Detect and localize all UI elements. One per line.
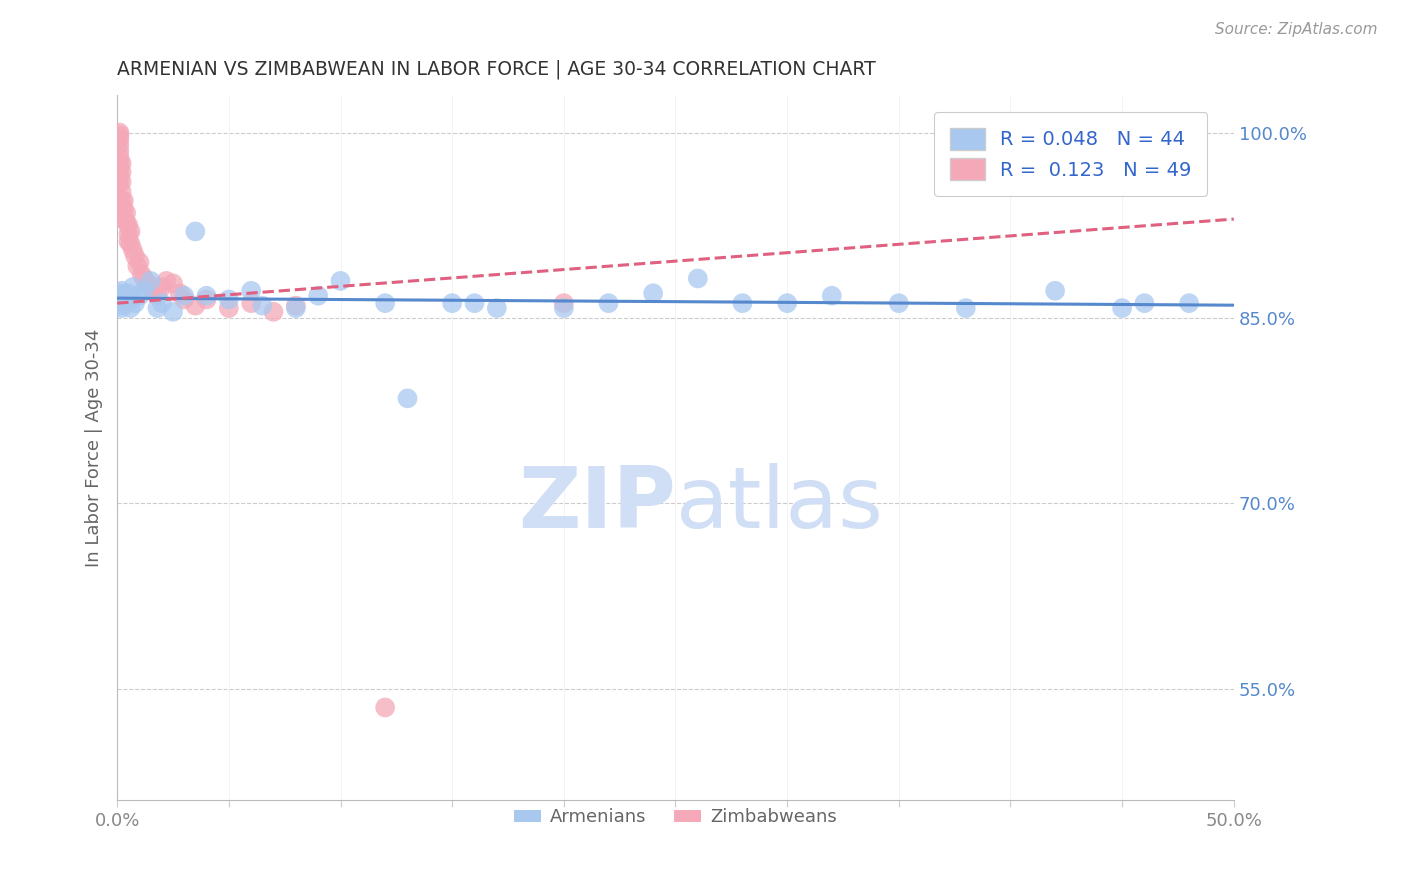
Point <box>1178 296 1201 310</box>
Point <box>108 137 131 152</box>
Point <box>955 301 977 315</box>
Point <box>112 194 135 208</box>
Point <box>117 219 139 233</box>
Point <box>108 299 131 313</box>
Point <box>374 700 396 714</box>
Point <box>263 305 285 319</box>
Point <box>218 301 240 315</box>
Point <box>108 150 131 164</box>
Point <box>112 289 135 303</box>
Y-axis label: In Labor Force | Age 30-34: In Labor Force | Age 30-34 <box>86 328 103 567</box>
Point <box>195 289 218 303</box>
Point <box>643 286 665 301</box>
Point <box>111 301 134 315</box>
Point <box>108 132 131 146</box>
Point <box>128 255 150 269</box>
Point <box>169 286 191 301</box>
Point <box>108 175 131 189</box>
Point <box>150 296 173 310</box>
Point <box>821 289 844 303</box>
Text: ARMENIAN VS ZIMBABWEAN IN LABOR FORCE | AGE 30-34 CORRELATION CHART: ARMENIAN VS ZIMBABWEAN IN LABOR FORCE | … <box>117 60 876 79</box>
Point <box>111 165 134 179</box>
Point <box>240 296 263 310</box>
Point <box>441 296 464 310</box>
Point <box>731 296 754 310</box>
Point <box>396 392 419 406</box>
Point <box>184 299 207 313</box>
Point <box>124 296 146 310</box>
Point <box>108 293 131 307</box>
Point <box>117 227 139 241</box>
Point <box>131 268 153 282</box>
Point <box>173 289 195 303</box>
Point <box>1043 284 1066 298</box>
Point <box>121 243 143 257</box>
Point <box>138 277 160 291</box>
Point <box>111 194 134 208</box>
Point <box>1111 301 1133 315</box>
Point <box>463 296 485 310</box>
Point <box>485 301 508 315</box>
Point <box>111 202 134 217</box>
Point <box>111 284 134 298</box>
Point <box>162 277 184 291</box>
Point <box>108 144 131 158</box>
Text: Source: ZipAtlas.com: Source: ZipAtlas.com <box>1215 22 1378 37</box>
Point <box>108 286 131 301</box>
Point <box>776 296 799 310</box>
Point <box>108 156 131 170</box>
Point <box>155 274 177 288</box>
Point <box>195 293 218 307</box>
Point <box>150 280 173 294</box>
Point <box>284 301 307 315</box>
Text: ZIP: ZIP <box>517 463 675 546</box>
Point <box>887 296 910 310</box>
Point <box>146 301 169 315</box>
Point <box>553 301 575 315</box>
Point <box>139 274 162 288</box>
Point <box>111 156 134 170</box>
Point <box>146 289 169 303</box>
Legend: Armenians, Zimbabweans: Armenians, Zimbabweans <box>508 801 844 833</box>
Point <box>329 274 352 288</box>
Point <box>1133 296 1156 310</box>
Point <box>132 284 155 298</box>
Point <box>218 293 240 307</box>
Point <box>686 271 709 285</box>
Point <box>112 212 135 227</box>
Point <box>252 299 274 313</box>
Point <box>128 289 150 303</box>
Point <box>139 280 162 294</box>
Point <box>117 235 139 249</box>
Point <box>108 126 131 140</box>
Point <box>127 259 149 273</box>
Point <box>120 301 142 315</box>
Point <box>374 296 396 310</box>
Point <box>121 280 143 294</box>
Point <box>142 284 165 298</box>
Point <box>111 185 134 199</box>
Text: atlas: atlas <box>675 463 883 546</box>
Point <box>240 284 263 298</box>
Point <box>115 296 138 310</box>
Point <box>162 305 184 319</box>
Point <box>284 299 307 313</box>
Point <box>307 289 329 303</box>
Point <box>112 202 135 217</box>
Point <box>108 162 131 177</box>
Point <box>598 296 620 310</box>
Point <box>108 169 131 183</box>
Point <box>108 128 131 142</box>
Point <box>111 175 134 189</box>
Point <box>553 296 575 310</box>
Point <box>124 249 146 263</box>
Point <box>132 271 155 285</box>
Point <box>115 206 138 220</box>
Point <box>173 293 195 307</box>
Point <box>120 236 142 251</box>
Point <box>184 224 207 238</box>
Point <box>120 224 142 238</box>
Point <box>117 286 139 301</box>
Point <box>115 214 138 228</box>
